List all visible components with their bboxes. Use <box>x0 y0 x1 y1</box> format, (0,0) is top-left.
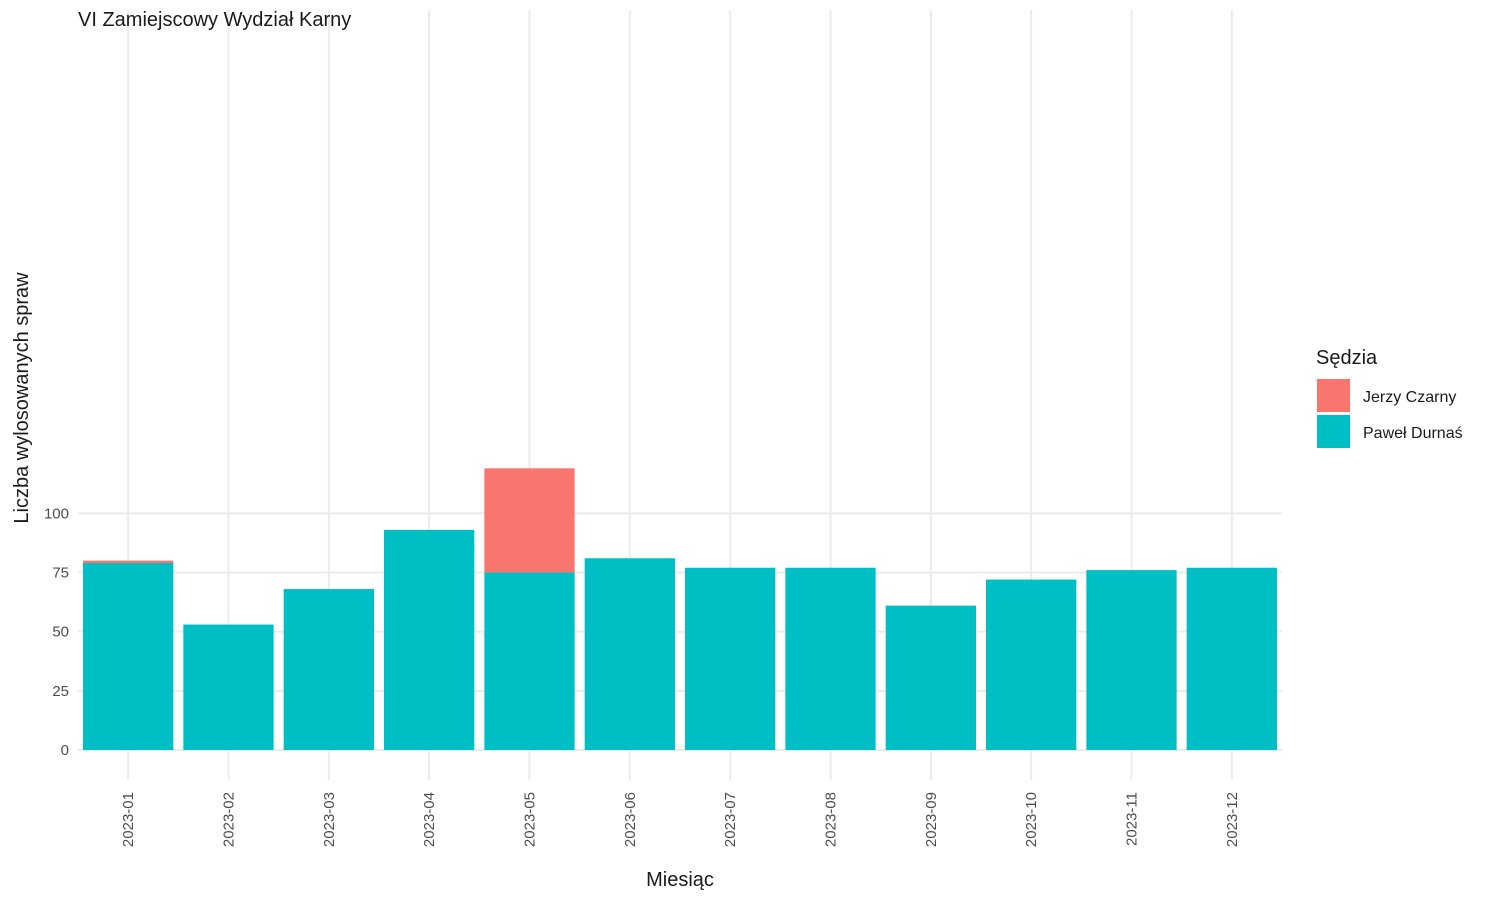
chart-title: VI Zamiejscowy Wydział Karny <box>78 9 351 31</box>
x-tick-label: 2023-07 <box>722 792 739 847</box>
x-tick-label: 2023-05 <box>522 792 539 847</box>
bar-2023-05-series-0 <box>484 572 575 750</box>
y-axis-ticks: 0 25 50 75 100 <box>44 505 69 759</box>
y-tick-label: 50 <box>52 624 69 641</box>
bar-2023-10-series-0 <box>986 579 1077 750</box>
bar-2023-01-series-1 <box>83 560 174 564</box>
y-tick-label: 0 <box>61 742 69 759</box>
bar-2023-06-series-0 <box>584 558 675 750</box>
x-tick-label: 2023-06 <box>622 792 639 847</box>
bar-2023-07-series-0 <box>685 567 776 750</box>
x-tick-label: 2023-09 <box>923 792 940 847</box>
x-tick-label: 2023-11 <box>1124 792 1141 846</box>
x-tick-label: 2023-03 <box>321 792 338 847</box>
legend-title: Sędzia <box>1316 347 1378 369</box>
legend-label-0: Jerzy Czarny <box>1363 389 1456 406</box>
y-tick-label: 25 <box>52 683 69 700</box>
bar-2023-04-series-0 <box>384 529 475 750</box>
x-axis-ticks: 2023-01 2023-02 2023-03 2023-04 2023-05 2023-… <box>120 792 1241 847</box>
x-tick-label: 2023-08 <box>823 792 840 847</box>
x-tick-label: 2023-10 <box>1023 792 1040 847</box>
x-tick-label: 2023-12 <box>1224 792 1241 847</box>
bar-2023-03-series-0 <box>283 589 374 750</box>
y-tick-label: 100 <box>44 505 69 522</box>
bar-2023-01-series-0 <box>83 563 174 750</box>
bar-2023-05-series-1 <box>484 468 575 573</box>
y-tick-label: 75 <box>52 564 69 581</box>
x-axis-title: Miesiąc <box>646 869 714 891</box>
x-tick-label: 2023-01 <box>120 792 137 847</box>
bar-2023-11-series-0 <box>1086 570 1177 750</box>
legend-key-1 <box>1317 415 1350 448</box>
y-axis-title: Liczba wylosowanych spraw <box>11 272 33 524</box>
bars <box>83 468 1277 750</box>
bar-2023-09-series-0 <box>885 605 976 750</box>
legend-key-0 <box>1317 379 1350 412</box>
x-tick-label: 2023-04 <box>421 792 438 847</box>
x-tick-label: 2023-02 <box>221 792 238 847</box>
bar-2023-12-series-0 <box>1186 567 1277 750</box>
legend-label-1: Paweł Durnaś <box>1363 425 1463 442</box>
bar-2023-08-series-0 <box>785 567 876 750</box>
legend: Sędzia Jerzy Czarny Paweł Durnaś <box>1316 347 1463 448</box>
bar-2023-02-series-0 <box>183 624 274 750</box>
